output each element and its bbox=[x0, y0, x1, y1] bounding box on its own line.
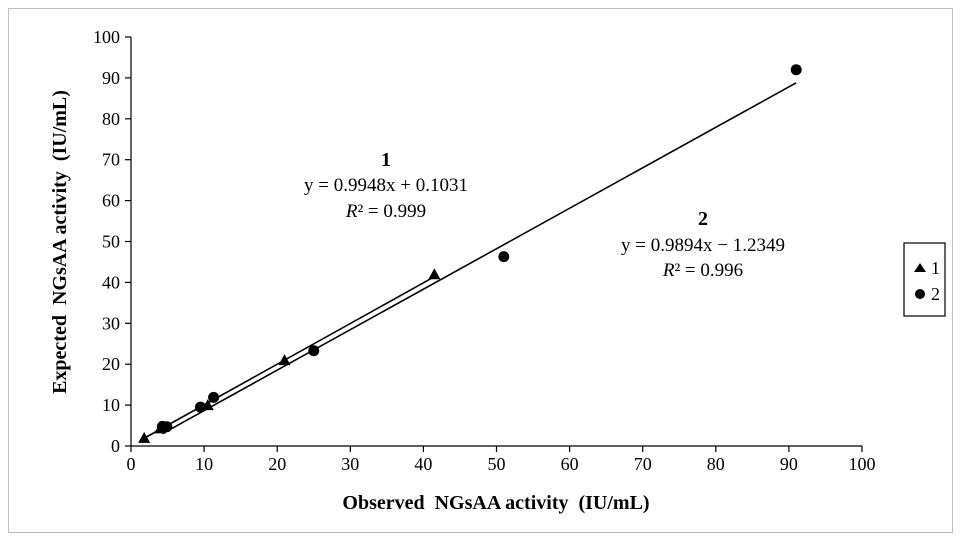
y-tick-label: 80 bbox=[102, 109, 120, 129]
y-tick-label: 40 bbox=[102, 272, 120, 292]
y-tick-label: 70 bbox=[102, 150, 120, 170]
series-1-equation: y = 0.9948x + 0.1031 bbox=[304, 175, 468, 196]
y-tick-label: 10 bbox=[102, 395, 120, 415]
x-tick-label: 10 bbox=[195, 454, 213, 474]
series-2-point bbox=[194, 401, 206, 413]
y-axis-ticks: 0 10 20 30 40 50 60 70 80 90 100 bbox=[93, 27, 131, 456]
y-axis-title: Expected NGsAA activity (IU/mL) bbox=[49, 90, 71, 394]
y-tick-label: 100 bbox=[93, 27, 120, 47]
series-1-label: 1 bbox=[381, 149, 391, 171]
y-tick-label: 60 bbox=[102, 191, 120, 211]
legend: 1 2 bbox=[903, 242, 946, 317]
series-2-annotation: 2 y = 0.9894x − 1.2349 R² = 0.996 bbox=[621, 208, 785, 281]
x-tick-label: 70 bbox=[634, 454, 652, 474]
legend-box bbox=[903, 242, 946, 317]
series-2-equation: y = 0.9894x − 1.2349 bbox=[621, 235, 785, 256]
x-axis-title: Observed NGsAA activity (IU/mL) bbox=[342, 492, 649, 514]
trendlines bbox=[143, 82, 797, 439]
x-tick-label: 40 bbox=[414, 454, 432, 474]
series-2-point bbox=[208, 391, 220, 403]
legend-marker-circle-icon bbox=[915, 289, 925, 299]
series-2-point bbox=[498, 251, 510, 263]
series-1-annotation: 1 y = 0.9948x + 0.1031 R² = 0.999 bbox=[304, 149, 468, 222]
series-2-r2: R² = 0.996 bbox=[662, 260, 743, 281]
y-tick-label: 0 bbox=[111, 436, 120, 456]
trendline-series-2 bbox=[162, 82, 797, 435]
series-2-point bbox=[790, 64, 802, 76]
series-1-r2-value: ² = 0.999 bbox=[357, 201, 426, 222]
series-2-point bbox=[308, 345, 320, 357]
y-tick-label: 30 bbox=[102, 313, 120, 333]
legend-label-2: 2 bbox=[931, 284, 940, 304]
x-tick-label: 90 bbox=[780, 454, 798, 474]
data-points bbox=[138, 64, 802, 443]
series-1-point bbox=[278, 354, 291, 366]
series-1-point bbox=[138, 431, 151, 443]
series-2-r2-value: ² = 0.996 bbox=[674, 260, 743, 281]
series-1-point bbox=[428, 268, 441, 280]
series-1-r2-symbol: R bbox=[345, 201, 358, 222]
legend-label-1: 1 bbox=[931, 258, 940, 278]
x-axis-ticks: 0 10 20 30 40 50 60 70 80 90 100 bbox=[127, 446, 876, 474]
x-tick-label: 0 bbox=[127, 454, 136, 474]
legend-marker-triangle-icon bbox=[914, 263, 926, 272]
series-2-label: 2 bbox=[698, 208, 708, 230]
trendline-series-1 bbox=[143, 276, 435, 439]
y-tick-label: 50 bbox=[102, 232, 120, 252]
x-tick-label: 80 bbox=[707, 454, 725, 474]
x-tick-label: 60 bbox=[561, 454, 579, 474]
series-2-r2-symbol: R bbox=[662, 260, 675, 281]
x-tick-label: 100 bbox=[849, 454, 876, 474]
x-tick-label: 30 bbox=[341, 454, 359, 474]
x-tick-label: 50 bbox=[488, 454, 506, 474]
series-2-point bbox=[161, 421, 173, 433]
y-tick-label: 20 bbox=[102, 354, 120, 374]
y-tick-label: 90 bbox=[102, 68, 120, 88]
x-tick-label: 20 bbox=[268, 454, 286, 474]
series-1-r2: R² = 0.999 bbox=[345, 201, 426, 222]
